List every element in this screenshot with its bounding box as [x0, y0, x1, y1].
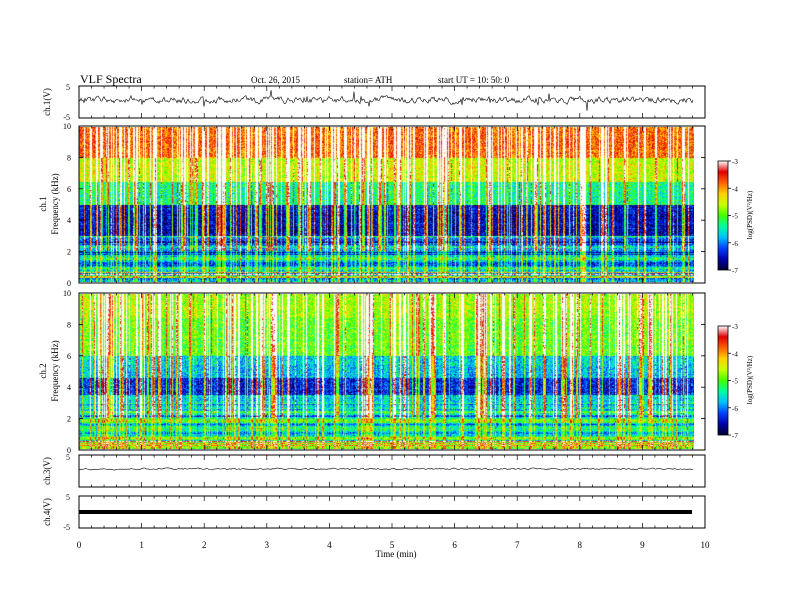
- ch2-spectrogram-frame: [78, 292, 706, 451]
- ch1-spectrogram-channel-label: ch.1: [38, 196, 48, 211]
- ch1-spectrogram-ytick-label: 6: [67, 185, 71, 194]
- ch2-colorbar-label: log(PSD)(V²/Hz): [746, 355, 754, 404]
- ch2-spectrogram-ylabel: Frequency (kHz): [50, 340, 60, 401]
- ch2-colorbar-frame: [717, 325, 729, 436]
- ch1-ytick-top: 5: [66, 83, 70, 92]
- ch1-colorbar-tick-label: -6: [732, 240, 738, 248]
- x-tick-label: 3: [265, 540, 270, 550]
- ch2-spectrogram-ytick-label: 0: [67, 446, 71, 455]
- x-axis-label: Time (min): [376, 549, 417, 559]
- x-tick-label: 6: [452, 540, 457, 550]
- ch2-colorbar-gradient: [718, 326, 728, 435]
- ch4-waveform-ylabel: ch.4(V): [42, 498, 52, 526]
- ch1-spectrogram-ylabel: Frequency (kHz): [50, 173, 60, 234]
- date-label: Oct. 26, 2015: [251, 75, 300, 85]
- x-tick-label: 7: [515, 540, 520, 550]
- station-label: station= ATH: [344, 75, 393, 85]
- ch1-colorbar-tick-label: -7: [732, 267, 738, 275]
- ch2-colorbar-tick-label: -5: [732, 378, 738, 386]
- ch1-colorbar-tick-label: -3: [732, 158, 738, 166]
- ch1-spectrogram-frame: [78, 125, 706, 284]
- ch3-ytick-top: 5: [66, 453, 70, 462]
- ch3-waveform-ylabel: ch.3(V): [42, 457, 52, 485]
- ch1-spectrogram-ytick-label: 8: [67, 153, 71, 162]
- ch2-colorbar-tick-label: -6: [732, 405, 738, 413]
- ch1-spectrogram-ytick-label: 2: [67, 248, 71, 257]
- ch2-colorbar: log(PSD)(V²/Hz): [717, 325, 754, 436]
- ch1-spectrogram-ytick-label: 0: [67, 279, 71, 288]
- ch1-colorbar-frame: [717, 160, 729, 271]
- x-tick-label: 8: [578, 540, 583, 550]
- ch3-waveform-trace: [78, 467, 694, 471]
- ch1-colorbar-tick-label: -5: [732, 213, 738, 221]
- ch4-ytick-top: 5: [66, 493, 70, 502]
- x-tick-label: 5: [390, 540, 395, 550]
- ch1-spectrogram-ytick-label: 4: [67, 216, 71, 225]
- x-tick-label: 4: [327, 540, 332, 550]
- ch2-spectrogram-image: [79, 294, 694, 449]
- ch1-ytick-bottom: -5: [63, 113, 70, 122]
- ch1-colorbar: log(PSD)(V²/Hz): [717, 160, 754, 271]
- ch1-waveform-ylabel: ch.1(V): [42, 88, 52, 116]
- ch2-spectrogram-panel: ch.2 Frequency (kHz): [38, 292, 706, 451]
- x-tick-label: 2: [202, 540, 207, 550]
- ch2-spectrogram-ytick-label: 6: [67, 352, 71, 361]
- start-time-label: start UT = 10: 50: 0: [438, 75, 510, 85]
- ch1-colorbar-gradient: [718, 161, 728, 270]
- ch4-ytick-bottom: -5: [63, 523, 70, 532]
- ch1-spectrogram-ytick-label: 10: [63, 122, 71, 131]
- time-axis: Time (min): [376, 549, 417, 559]
- x-tick-label: 10: [701, 540, 711, 550]
- ch1-waveform-trace: [78, 90, 694, 111]
- x-tick-label: 0: [77, 540, 82, 550]
- ch2-spectrogram-ytick-label: 2: [67, 415, 71, 424]
- ch2-spectrogram-ytick-label: 8: [67, 320, 71, 329]
- ch1-colorbar-label: log(PSD)(V²/Hz): [746, 190, 754, 239]
- figure-title: VLF Spectra: [80, 72, 142, 86]
- ch2-spectrogram-ytick-label: 4: [67, 383, 71, 392]
- x-tick-label: 9: [640, 540, 645, 550]
- x-tick-label: 1: [139, 540, 144, 550]
- ch2-spectrogram-channel-label: ch.2: [38, 363, 48, 378]
- ch1-spectrogram-panel: ch.1 Frequency (kHz): [38, 125, 706, 284]
- ch2-colorbar-tick-label: -7: [732, 432, 738, 440]
- ch1-spectrogram-image: [79, 127, 694, 282]
- ch2-colorbar-tick-label: -4: [732, 350, 738, 358]
- ch2-colorbar-tick-label: -3: [732, 323, 738, 331]
- ch1-colorbar-tick-label: -4: [732, 185, 738, 193]
- ch2-spectrogram-ytick-label: 10: [63, 289, 71, 298]
